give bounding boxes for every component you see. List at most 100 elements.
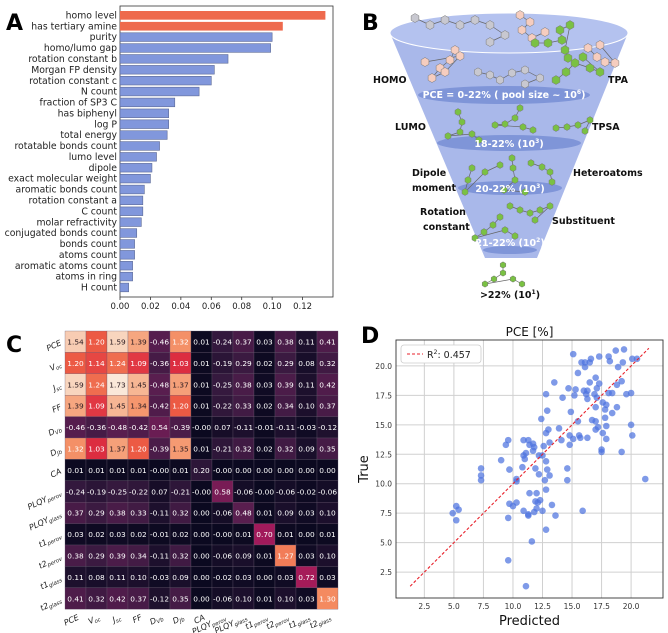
molecule-ring <box>583 43 593 53</box>
molecule-ring <box>543 38 553 48</box>
heatmap-value: 0.07 <box>151 487 168 496</box>
row-label: DJb <box>49 445 64 460</box>
y-tick-label: 15.0 <box>375 421 392 430</box>
data-point <box>569 435 577 443</box>
x-axis-label: Predicted <box>499 614 560 629</box>
heatmap-value: -0.42 <box>129 423 148 432</box>
column-label-sub: glass <box>318 617 333 628</box>
molecule-ring <box>461 188 469 196</box>
column-label-main: D <box>171 615 180 626</box>
row-label: t1glass <box>39 574 64 593</box>
heatmap-value: 1.20 <box>172 402 189 411</box>
x-tick-label: 2.5 <box>418 602 430 611</box>
column-label-main: t1 <box>244 620 255 632</box>
heatmap-value: 0.38 <box>235 380 252 389</box>
data-point <box>574 417 582 425</box>
row-label-sub: Jb <box>55 449 64 457</box>
heatmap-value: -0.42 <box>150 402 169 411</box>
heatmap-value: -0.12 <box>150 594 169 603</box>
heatmap-value: 0.00 <box>277 466 294 475</box>
bar-label: exact molecular weight <box>8 174 117 185</box>
bar <box>119 130 168 140</box>
row-label-main: V <box>48 362 57 373</box>
molecule-ring <box>548 178 556 186</box>
molecule-ring <box>515 10 525 20</box>
row-label: CA <box>49 467 63 480</box>
molecule-ring <box>474 67 482 77</box>
heatmap-value: -0.00 <box>255 487 274 496</box>
data-point <box>551 379 558 386</box>
heatmap-value: 0.29 <box>235 359 252 368</box>
heatmap-value: 0.02 <box>256 359 272 368</box>
heatmap-value: 0.10 <box>319 509 336 518</box>
row-label-main: CA <box>49 467 63 480</box>
data-point <box>528 538 536 545</box>
row-label: Jsc <box>50 381 64 395</box>
bar <box>119 152 157 162</box>
label-constant: constant <box>423 222 470 233</box>
heatmap-value: 1.09 <box>130 359 147 368</box>
heatmap-value: 0.11 <box>109 573 126 582</box>
molecule-bond <box>494 124 524 128</box>
heatmap-value: 0.01 <box>172 466 189 475</box>
heatmap-value: 1.14 <box>88 359 105 368</box>
molecule-ring <box>517 25 527 35</box>
y-tick-label: 10.0 <box>375 480 392 489</box>
molecule-bond <box>464 171 486 193</box>
molecule-ring <box>468 130 476 138</box>
heatmap-value: 0.09 <box>298 445 315 454</box>
bar-label: atoms count <box>59 250 117 261</box>
parity-scatter-plot: 2.5 5.0 7.5 10.0 12.5 15.0 17.5 20.0 2.5 5.0 7.5 10… <box>357 325 664 629</box>
heatmap-value: 0.48 <box>235 509 252 518</box>
bar <box>119 32 273 42</box>
molecule-bond <box>503 189 526 193</box>
data-point <box>572 386 579 393</box>
bar <box>119 206 144 216</box>
y-tick-label: 17.5 <box>375 391 392 400</box>
heatmap-value: 0.09 <box>277 509 294 518</box>
molecule-ring <box>427 73 437 83</box>
heatmap-value: 0.01 <box>193 380 210 389</box>
row-label: t2glass <box>39 595 64 614</box>
heatmap-value: 0.01 <box>277 530 294 539</box>
data-point <box>477 472 485 479</box>
column-label-main: PCE <box>63 612 82 627</box>
column-label-main: D <box>148 616 157 627</box>
data-point <box>542 390 550 398</box>
column-label-main: CA <box>193 613 207 626</box>
heatmap-value: -0.06 <box>276 487 295 496</box>
molecule-bond <box>424 55 461 63</box>
heatmap-value: 0.03 <box>298 594 315 603</box>
stage-4-label: 21-22% (102) <box>475 237 544 249</box>
bar-label: molar refractivity <box>36 217 117 228</box>
bar <box>119 173 151 184</box>
label-homo: HOMO <box>373 75 407 86</box>
molecule-ring <box>527 159 535 167</box>
molecule-ring <box>555 25 565 35</box>
heatmap-value: 1.20 <box>67 359 84 368</box>
x-tick-label: 10.0 <box>505 602 522 611</box>
data-point <box>602 435 610 443</box>
molecule-ring <box>536 73 544 83</box>
data-point <box>513 499 520 506</box>
molecule-ring <box>496 161 504 169</box>
legend-label: R2: 0.457 <box>427 349 471 361</box>
data-point <box>546 439 553 446</box>
data-point <box>545 426 552 433</box>
row-label-main: PLQY <box>26 494 49 511</box>
molecule-ring <box>470 15 480 25</box>
bar-label: rotatable bonds count <box>14 141 117 152</box>
bar <box>119 250 135 260</box>
molecule-ring <box>508 154 516 162</box>
bar <box>119 141 160 151</box>
molecule-ring <box>595 40 605 50</box>
bar-label: purity <box>90 32 118 43</box>
chart-title: PCE [%] <box>506 325 554 339</box>
data-point <box>608 409 616 417</box>
data-point <box>584 434 591 442</box>
heatmap-value: 0.08 <box>88 573 105 582</box>
heatmap-value: -0.00 <box>213 530 232 539</box>
molecule-ring <box>552 124 560 132</box>
heatmap-value: 0.42 <box>319 380 335 389</box>
heatmap-value: 0.10 <box>235 594 252 603</box>
